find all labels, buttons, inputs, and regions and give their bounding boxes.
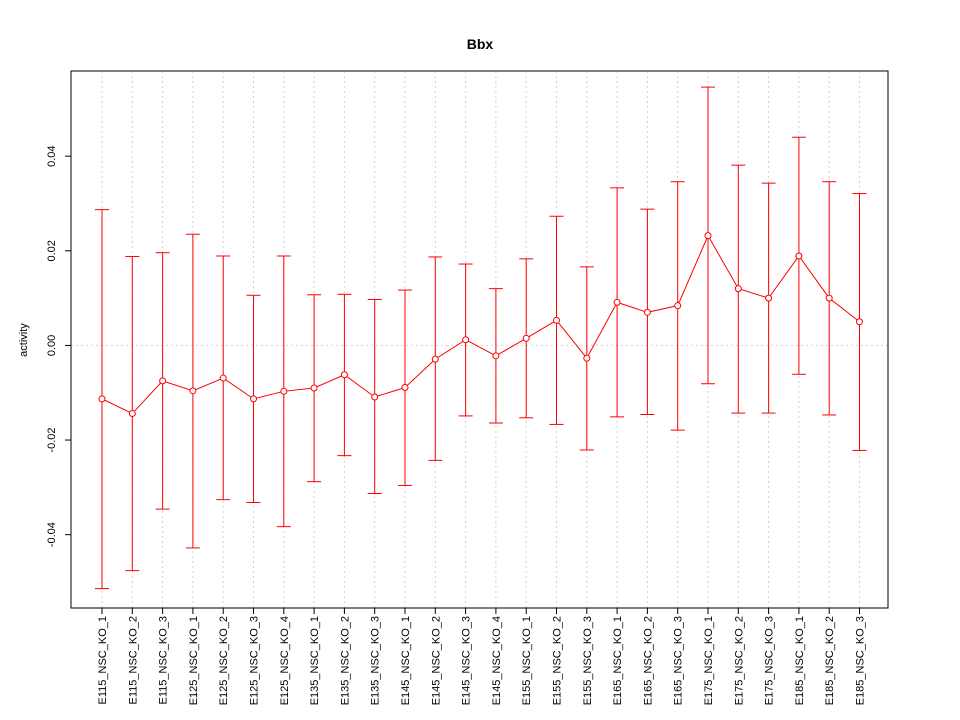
chart-title: Bbx: [467, 36, 494, 52]
x-tick-label: E165_NSC_KO_3: [673, 616, 685, 705]
grid: [71, 71, 888, 608]
x-tick-label: E165_NSC_KO_2: [642, 616, 654, 705]
x-tick-label: E185_NSC_KO_2: [824, 616, 836, 705]
data-point: [825, 294, 833, 302]
x-tick-label: E175_NSC_KO_2: [733, 616, 745, 705]
x-tick-label: E175_NSC_KO_3: [764, 616, 776, 705]
data-point: [765, 294, 773, 302]
x-tick-label: E135_NSC_KO_1: [309, 616, 321, 705]
x-tick-label: E125_NSC_KO_2: [218, 616, 230, 705]
x-tick-label: E125_NSC_KO_3: [249, 616, 261, 705]
series-line: [101, 234, 860, 415]
data-point: [159, 377, 167, 385]
x-tick-label: E145_NSC_KO_3: [461, 616, 473, 705]
data-point: [613, 298, 621, 306]
data-point: [462, 336, 470, 344]
y-tick-label: 0.04: [46, 145, 58, 166]
x-axis: E115_NSC_KO_1 E115_NSC_KO_2 E115_NSC_KO_3 E…: [97, 608, 867, 705]
data-point: [280, 387, 288, 395]
y-tick-label: -0.02: [46, 428, 58, 453]
x-tick-label: E165_NSC_KO_1: [612, 616, 624, 705]
data-point: [522, 334, 530, 342]
error-bars: [95, 86, 867, 590]
data-point: [98, 395, 106, 403]
data-point: [371, 393, 379, 401]
x-tick-label: E125_NSC_KO_1: [188, 616, 200, 705]
x-tick-label: E155_NSC_KO_1: [521, 616, 533, 705]
y-tick-label: 0.00: [46, 335, 58, 356]
data-point: [704, 232, 712, 240]
y-axis: -0.04 -0.02 0.00 0.02 0.04: [46, 145, 71, 547]
series-polyline: [101, 234, 860, 415]
data-point: [340, 371, 348, 379]
data-point: [431, 355, 439, 363]
data-point: [856, 318, 863, 326]
data-point: [583, 354, 591, 362]
x-tick-label: E115_NSC_KO_3: [158, 616, 170, 704]
data-points: [98, 232, 863, 418]
x-tick-label: E145_NSC_KO_2: [430, 616, 442, 705]
x-tick-label: E185_NSC_KO_1: [794, 616, 806, 705]
data-point: [674, 302, 682, 310]
x-tick-label: E155_NSC_KO_2: [552, 616, 564, 705]
data-point: [643, 308, 651, 316]
x-tick-label: E175_NSC_KO_1: [703, 616, 715, 705]
data-point: [310, 384, 318, 392]
data-point: [250, 395, 257, 403]
data-point: [734, 285, 742, 293]
data-point: [553, 316, 560, 324]
plot-frame: [70, 70, 889, 609]
data-point: [128, 410, 136, 418]
data-point: [795, 252, 803, 260]
data-point: [219, 374, 227, 382]
data-point: [189, 387, 197, 395]
data-point: [401, 384, 409, 392]
x-tick-label: E115_NSC_KO_2: [127, 616, 139, 704]
x-tick-label: E155_NSC_KO_3: [582, 616, 594, 705]
y-tick-label: -0.04: [46, 522, 58, 547]
y-tick-label: 0.02: [46, 240, 58, 261]
data-point: [492, 352, 500, 360]
x-tick-label: E185_NSC_KO_3: [855, 616, 867, 705]
x-tick-label: E135_NSC_KO_2: [339, 616, 351, 705]
x-tick-label: E115_NSC_KO_1: [97, 616, 109, 704]
y-axis-label: activity: [18, 323, 30, 357]
x-tick-label: E145_NSC_KO_4: [491, 616, 503, 705]
x-tick-label: E135_NSC_KO_3: [370, 616, 382, 705]
x-tick-label: E125_NSC_KO_4: [279, 616, 291, 705]
x-tick-label: E145_NSC_KO_1: [400, 616, 412, 705]
